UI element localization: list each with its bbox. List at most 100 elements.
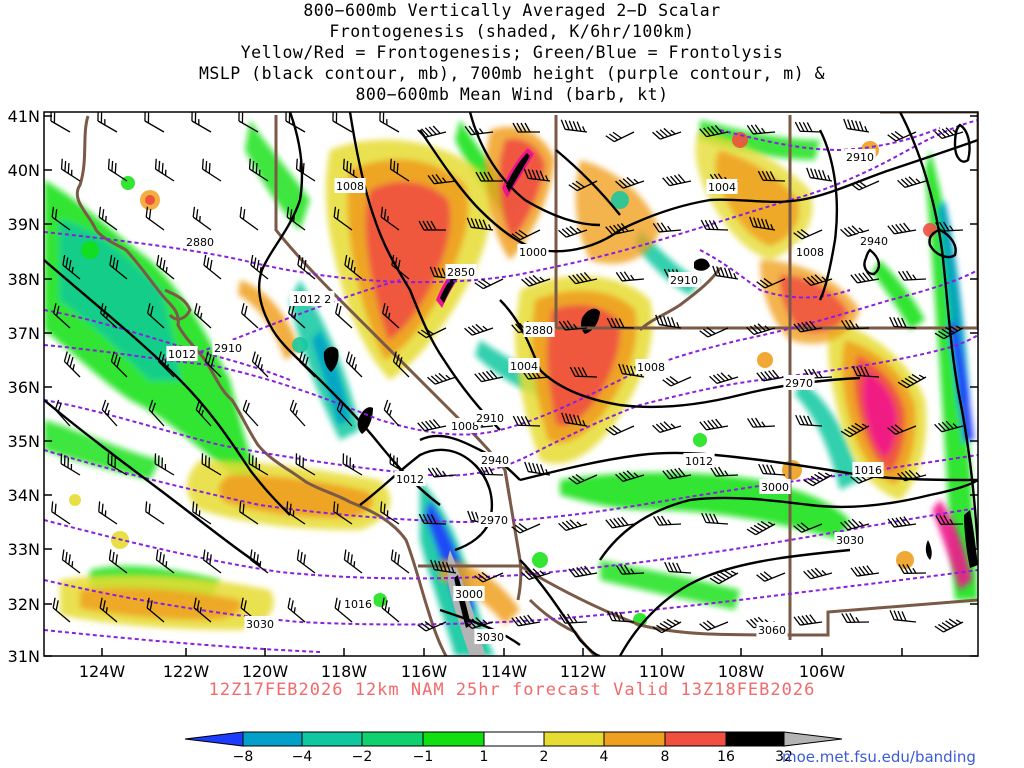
wind-barb [418, 220, 446, 231]
contour-label: 2910 [846, 151, 874, 164]
contour-label: 2910 [476, 412, 504, 425]
lon-label: 124W [79, 662, 126, 681]
wind-barb [560, 119, 588, 133]
colorbar-label: −1 [413, 749, 434, 765]
wind-barb [60, 158, 81, 182]
lat-label: 39N [8, 215, 40, 234]
wind-barb [569, 366, 598, 378]
contour-label: 2910 [670, 274, 698, 287]
wind-barb [887, 516, 917, 528]
wind-barb [250, 254, 269, 280]
wind-barb [511, 522, 541, 534]
wind-barb [248, 158, 269, 182]
wind-barb [662, 375, 692, 387]
wind-barb [430, 559, 457, 574]
wind-barb [344, 254, 363, 280]
wind-barb [652, 421, 682, 434]
wind-barb [287, 597, 306, 623]
contour-label: 2940 [481, 454, 509, 467]
wind-barb [605, 424, 635, 436]
wind-barb [511, 229, 541, 241]
wind-barb [296, 549, 316, 574]
lat-label: 41N [8, 107, 40, 126]
wind-barb [897, 373, 927, 389]
wind-barb [934, 420, 964, 433]
wind-barb [700, 219, 729, 231]
wind-barb [391, 254, 410, 280]
wind-barb [192, 206, 212, 231]
wind-barb [383, 399, 400, 427]
wind-barb [850, 179, 880, 191]
wind-barb [392, 351, 410, 378]
wind-barb [474, 571, 504, 583]
colorbar-swatch [422, 731, 485, 747]
map-title-block: 800−600mb Vertically Averaged 2−D Scalar… [0, 0, 1024, 105]
wind-barb [242, 399, 259, 427]
wind-barb [381, 597, 400, 623]
colorbar-label: 16 [717, 749, 735, 765]
contour-label: 1008 [451, 420, 479, 433]
wind-barb [389, 158, 410, 182]
wind-barb [147, 303, 165, 329]
wind-barb [806, 167, 833, 182]
colorbar-max-arrow [783, 731, 843, 747]
colorbar-label: 32 [775, 749, 793, 765]
lat-label: 40N [8, 161, 40, 180]
wind-barb [99, 597, 118, 623]
wind-barb [109, 254, 128, 280]
wind-barb [418, 513, 447, 525]
contour-label: 1012 [168, 348, 196, 361]
contour-label: 3060 [758, 624, 786, 637]
lon-label: 110W [639, 662, 686, 681]
latitude-axis: 41N 40N 39N 38N 37N 36N 35N 34N 33N 32N 31N [8, 107, 978, 666]
wind-barb [286, 206, 306, 231]
colorbar-swatch [361, 731, 424, 747]
lon-label: 116W [401, 662, 448, 681]
wind-barb [204, 351, 222, 378]
contour-label: 2940 [860, 235, 888, 248]
source-credit: moe.met.fsu.edu/banding [782, 748, 976, 766]
wind-barb [53, 303, 71, 329]
contour-label: 1012 [685, 455, 713, 468]
wind-barb [934, 127, 964, 140]
wind-barb [852, 365, 880, 378]
wind-barb [342, 453, 363, 476]
wind-barb [333, 206, 353, 231]
wind-barb [54, 399, 71, 427]
wind-barb [382, 303, 400, 329]
wind-barb [793, 228, 823, 240]
ca-az-border [503, 469, 523, 601]
wind-barb [662, 467, 692, 480]
wind-barb [898, 564, 927, 575]
wind-barb [98, 501, 118, 525]
wind-barb [793, 320, 823, 333]
wind-barb [512, 415, 541, 427]
wind-barb [417, 327, 447, 339]
lat-label: 31N [8, 647, 40, 666]
wind-barb [605, 516, 635, 529]
wind-barb [251, 351, 269, 378]
wind-barb [795, 414, 823, 427]
wind-barb [746, 520, 776, 536]
wind-barb [934, 324, 964, 340]
wind-barb [474, 370, 504, 383]
wind-barb [203, 254, 222, 280]
wind-barb [148, 399, 165, 427]
colorbar-swatch [725, 731, 785, 747]
wind-barb [202, 549, 222, 574]
contour-label: 1012 2 [293, 293, 332, 306]
wind-barb [699, 620, 729, 631]
wind-barb [655, 314, 682, 329]
wind-barb [887, 424, 917, 435]
wind-barb [201, 453, 222, 476]
wind-barb [568, 473, 598, 485]
wind-barb [60, 453, 81, 476]
contour-label: 2850 [447, 266, 475, 279]
lat-label: 32N [8, 595, 40, 614]
forecast-valid-line: 12Z17FEB2026 12km NAM 25hr forecast Vali… [208, 680, 816, 700]
wind-barb [512, 122, 540, 133]
title-line-3: Yellow/Red = Frontogenesis; Green/Blue =… [240, 43, 784, 62]
contour-label: 3030 [476, 631, 504, 644]
coastline [75, 115, 448, 656]
wind-barb [756, 277, 786, 289]
